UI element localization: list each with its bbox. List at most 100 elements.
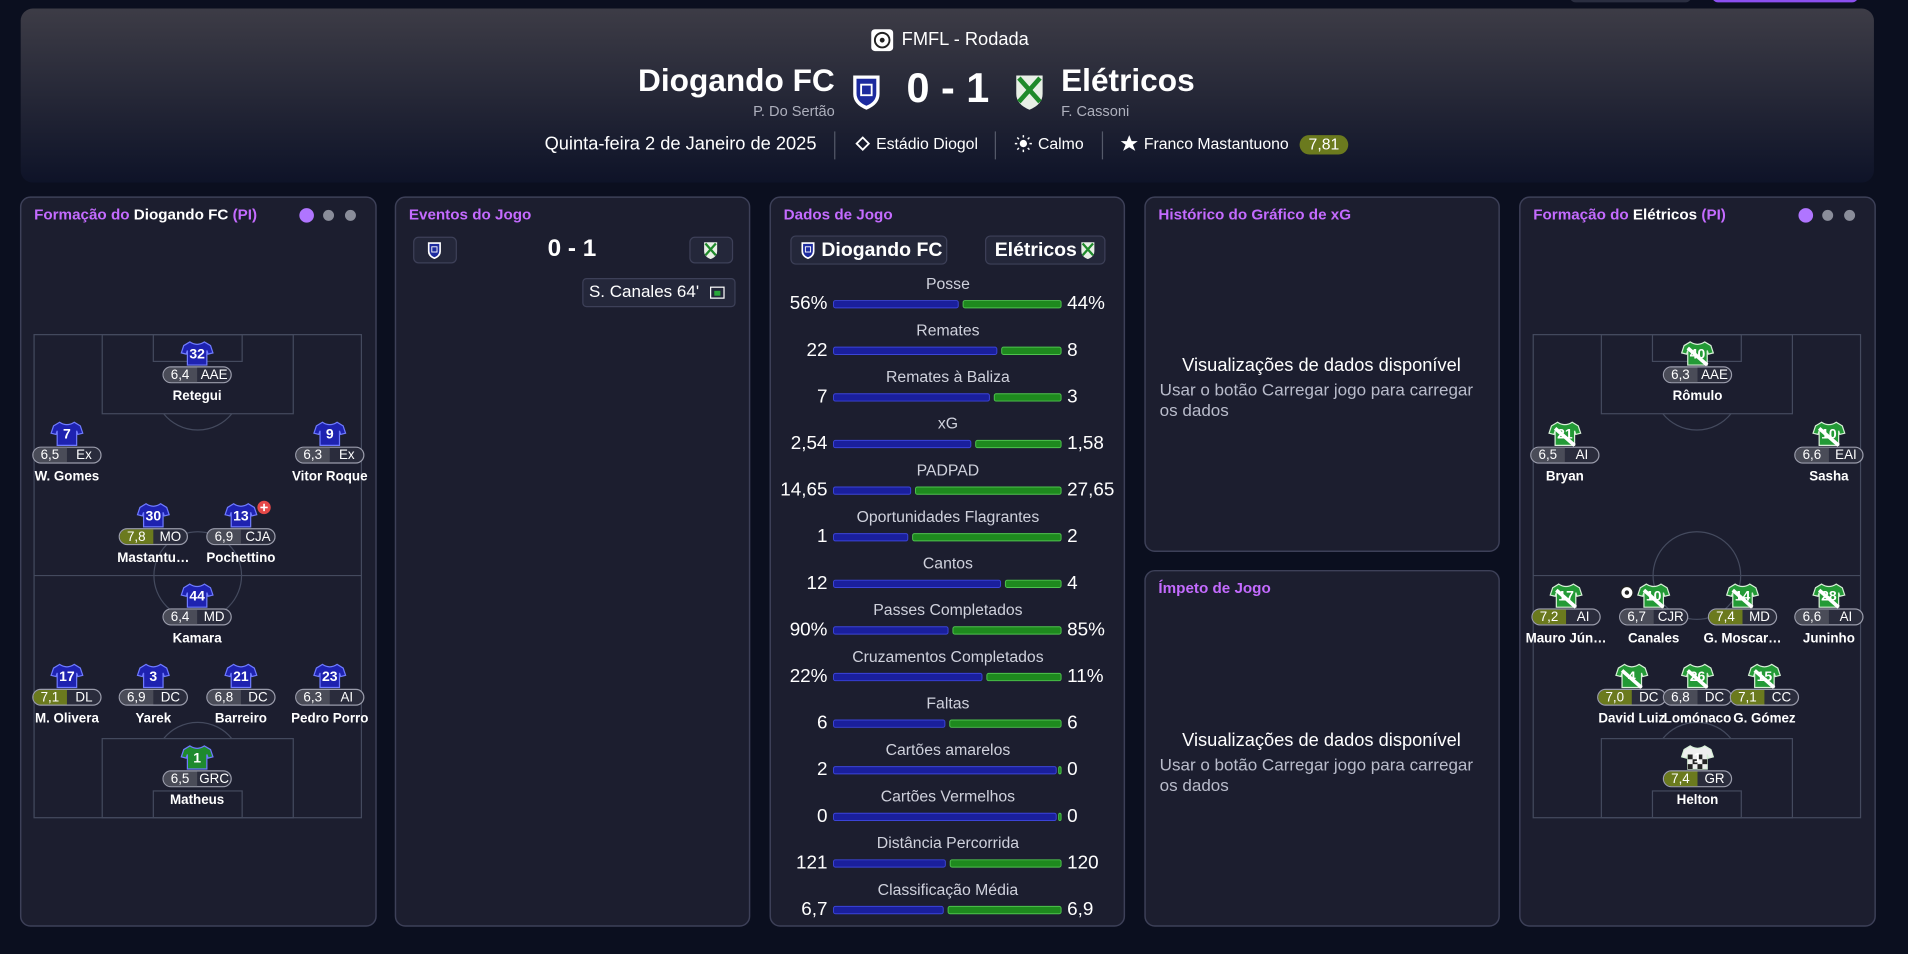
shirt-number: 32 bbox=[189, 345, 205, 361]
shirt: 17 bbox=[1549, 583, 1583, 609]
shirt-sash bbox=[1753, 669, 1776, 689]
goal-icon bbox=[1624, 590, 1630, 595]
rating-chip-left bbox=[163, 771, 198, 787]
player-position: CC bbox=[1772, 689, 1792, 704]
shirt: 21 bbox=[224, 663, 258, 689]
shirt-sash bbox=[1553, 426, 1576, 447]
shirt: 30 bbox=[136, 503, 170, 528]
player-of-match: Franco Mastantuono bbox=[1144, 136, 1289, 153]
stat-away: 2 bbox=[1067, 525, 1078, 546]
view-dot[interactable] bbox=[1822, 209, 1834, 221]
shirt-number: 21 bbox=[233, 668, 249, 684]
top-button[interactable] bbox=[1570, 0, 1692, 3]
player-position: AI bbox=[1840, 609, 1853, 624]
player-position: MD bbox=[1749, 609, 1770, 624]
player-name: David Luiz bbox=[1598, 711, 1665, 726]
stat-label: Cruzamentos Completados bbox=[852, 649, 1044, 666]
player-name: M. Olivera bbox=[35, 711, 99, 726]
title-part: Diogando FC bbox=[134, 206, 229, 223]
shirt-number: 23 bbox=[322, 668, 338, 684]
pitch-line bbox=[1652, 531, 1742, 620]
rating-chip-left bbox=[1664, 771, 1698, 787]
view-dot[interactable] bbox=[344, 209, 356, 221]
star-icon bbox=[1120, 135, 1138, 151]
view-dot[interactable] bbox=[299, 208, 314, 223]
stat-label: Cartões amarelos bbox=[886, 742, 1011, 759]
header-background bbox=[20, 8, 1874, 183]
shirt-sash bbox=[1555, 588, 1578, 609]
player-name: Pochettino bbox=[206, 550, 275, 565]
player-rating: 6,6 bbox=[1803, 609, 1822, 624]
stat-bar-home bbox=[833, 626, 949, 635]
stat-home: 6 bbox=[817, 712, 827, 733]
stat-label: Posse bbox=[926, 276, 970, 293]
match-date: Quinta-feira 2 de Janeiro de 2025 bbox=[545, 133, 817, 154]
shirt-number: 1 bbox=[1694, 749, 1702, 765]
stat-away: 0 bbox=[1067, 758, 1078, 779]
title-part: Elétricos bbox=[1633, 206, 1697, 223]
message: Usar o botão Carregar jogo para carregar… bbox=[1159, 754, 1474, 795]
rating-chip-left bbox=[33, 447, 67, 463]
shirt-sash bbox=[1620, 669, 1643, 689]
shirt-shape bbox=[50, 663, 84, 689]
panel bbox=[19, 196, 377, 927]
stat-home: 2 bbox=[817, 758, 827, 779]
top-button[interactable] bbox=[1712, 0, 1858, 3]
player-rating: 6,8 bbox=[215, 689, 234, 704]
player-rating: 6,3 bbox=[303, 447, 322, 462]
stat-bar-away bbox=[986, 672, 1062, 682]
player-position: AAE bbox=[1701, 367, 1728, 382]
stat-home: 0 bbox=[817, 805, 827, 826]
shirt-sash bbox=[1817, 426, 1840, 447]
shirt-number: 7 bbox=[63, 426, 71, 442]
player-rating: 6,3 bbox=[1671, 367, 1690, 382]
shirt-number: 17 bbox=[59, 668, 75, 684]
stat-bar-away bbox=[975, 439, 1062, 449]
shirt-check bbox=[1687, 754, 1708, 770]
stat-label: Cantos bbox=[923, 556, 973, 573]
panel-title: Histórico do Gráfico de xG bbox=[1158, 206, 1351, 223]
rating-chip-left bbox=[1795, 609, 1829, 625]
shirt-number: 4 bbox=[1628, 668, 1636, 684]
stat-label: Distância Percorrida bbox=[877, 835, 1019, 852]
rating-chip-left bbox=[1598, 689, 1632, 705]
rating-chip-left bbox=[207, 689, 241, 705]
player-name: G. Gómez bbox=[1733, 711, 1796, 726]
stat-label: Passes Completados bbox=[873, 602, 1022, 619]
stat-home: 22 bbox=[806, 339, 827, 360]
player-name: Mastantu… bbox=[117, 550, 189, 565]
title-part: Formação do bbox=[34, 206, 129, 223]
stats-home-team: Diogando FC bbox=[821, 239, 942, 261]
stat-bar-away bbox=[1058, 812, 1062, 821]
message-text: Usar o botão Carregar jogo para carregar… bbox=[1159, 754, 1474, 795]
shirt: 44 bbox=[180, 583, 214, 608]
view-dot[interactable] bbox=[1798, 208, 1814, 223]
view-dot[interactable] bbox=[1844, 209, 1856, 221]
message-title: Visualizações de dados disponível bbox=[1182, 729, 1461, 750]
player-position: GR bbox=[1704, 771, 1724, 786]
shirt: 32 bbox=[180, 341, 214, 366]
player-name: Sasha bbox=[1809, 469, 1849, 484]
player-name: Pedro Porro bbox=[291, 711, 368, 726]
shirt: 9 bbox=[313, 421, 347, 446]
rating-chip-left bbox=[1532, 609, 1567, 625]
player-rating: 7,4 bbox=[1671, 771, 1690, 786]
stat-home: 121 bbox=[796, 851, 827, 872]
home-team: Diogando FC bbox=[638, 62, 835, 98]
player-name: G. Moscar… bbox=[1703, 630, 1781, 645]
stat-label: xG bbox=[938, 416, 958, 433]
view-dot[interactable] bbox=[323, 209, 335, 221]
shirt-number: 26 bbox=[1690, 668, 1706, 684]
player-rating: 6,4 bbox=[171, 367, 190, 382]
rating-chip-left bbox=[163, 367, 198, 383]
player-name: Retegui bbox=[173, 388, 222, 403]
shirt-number: 30 bbox=[146, 507, 162, 523]
stat-label: Cartões Vermelhos bbox=[881, 789, 1015, 806]
panel bbox=[1144, 196, 1500, 552]
shirt-number: 21 bbox=[1557, 426, 1573, 442]
shirt-number: 14 bbox=[1735, 588, 1751, 604]
stat-bar-home bbox=[833, 719, 946, 728]
stat-bar-home bbox=[833, 486, 912, 495]
shirt-sash bbox=[1731, 588, 1754, 609]
rating-chip-left bbox=[119, 689, 154, 705]
